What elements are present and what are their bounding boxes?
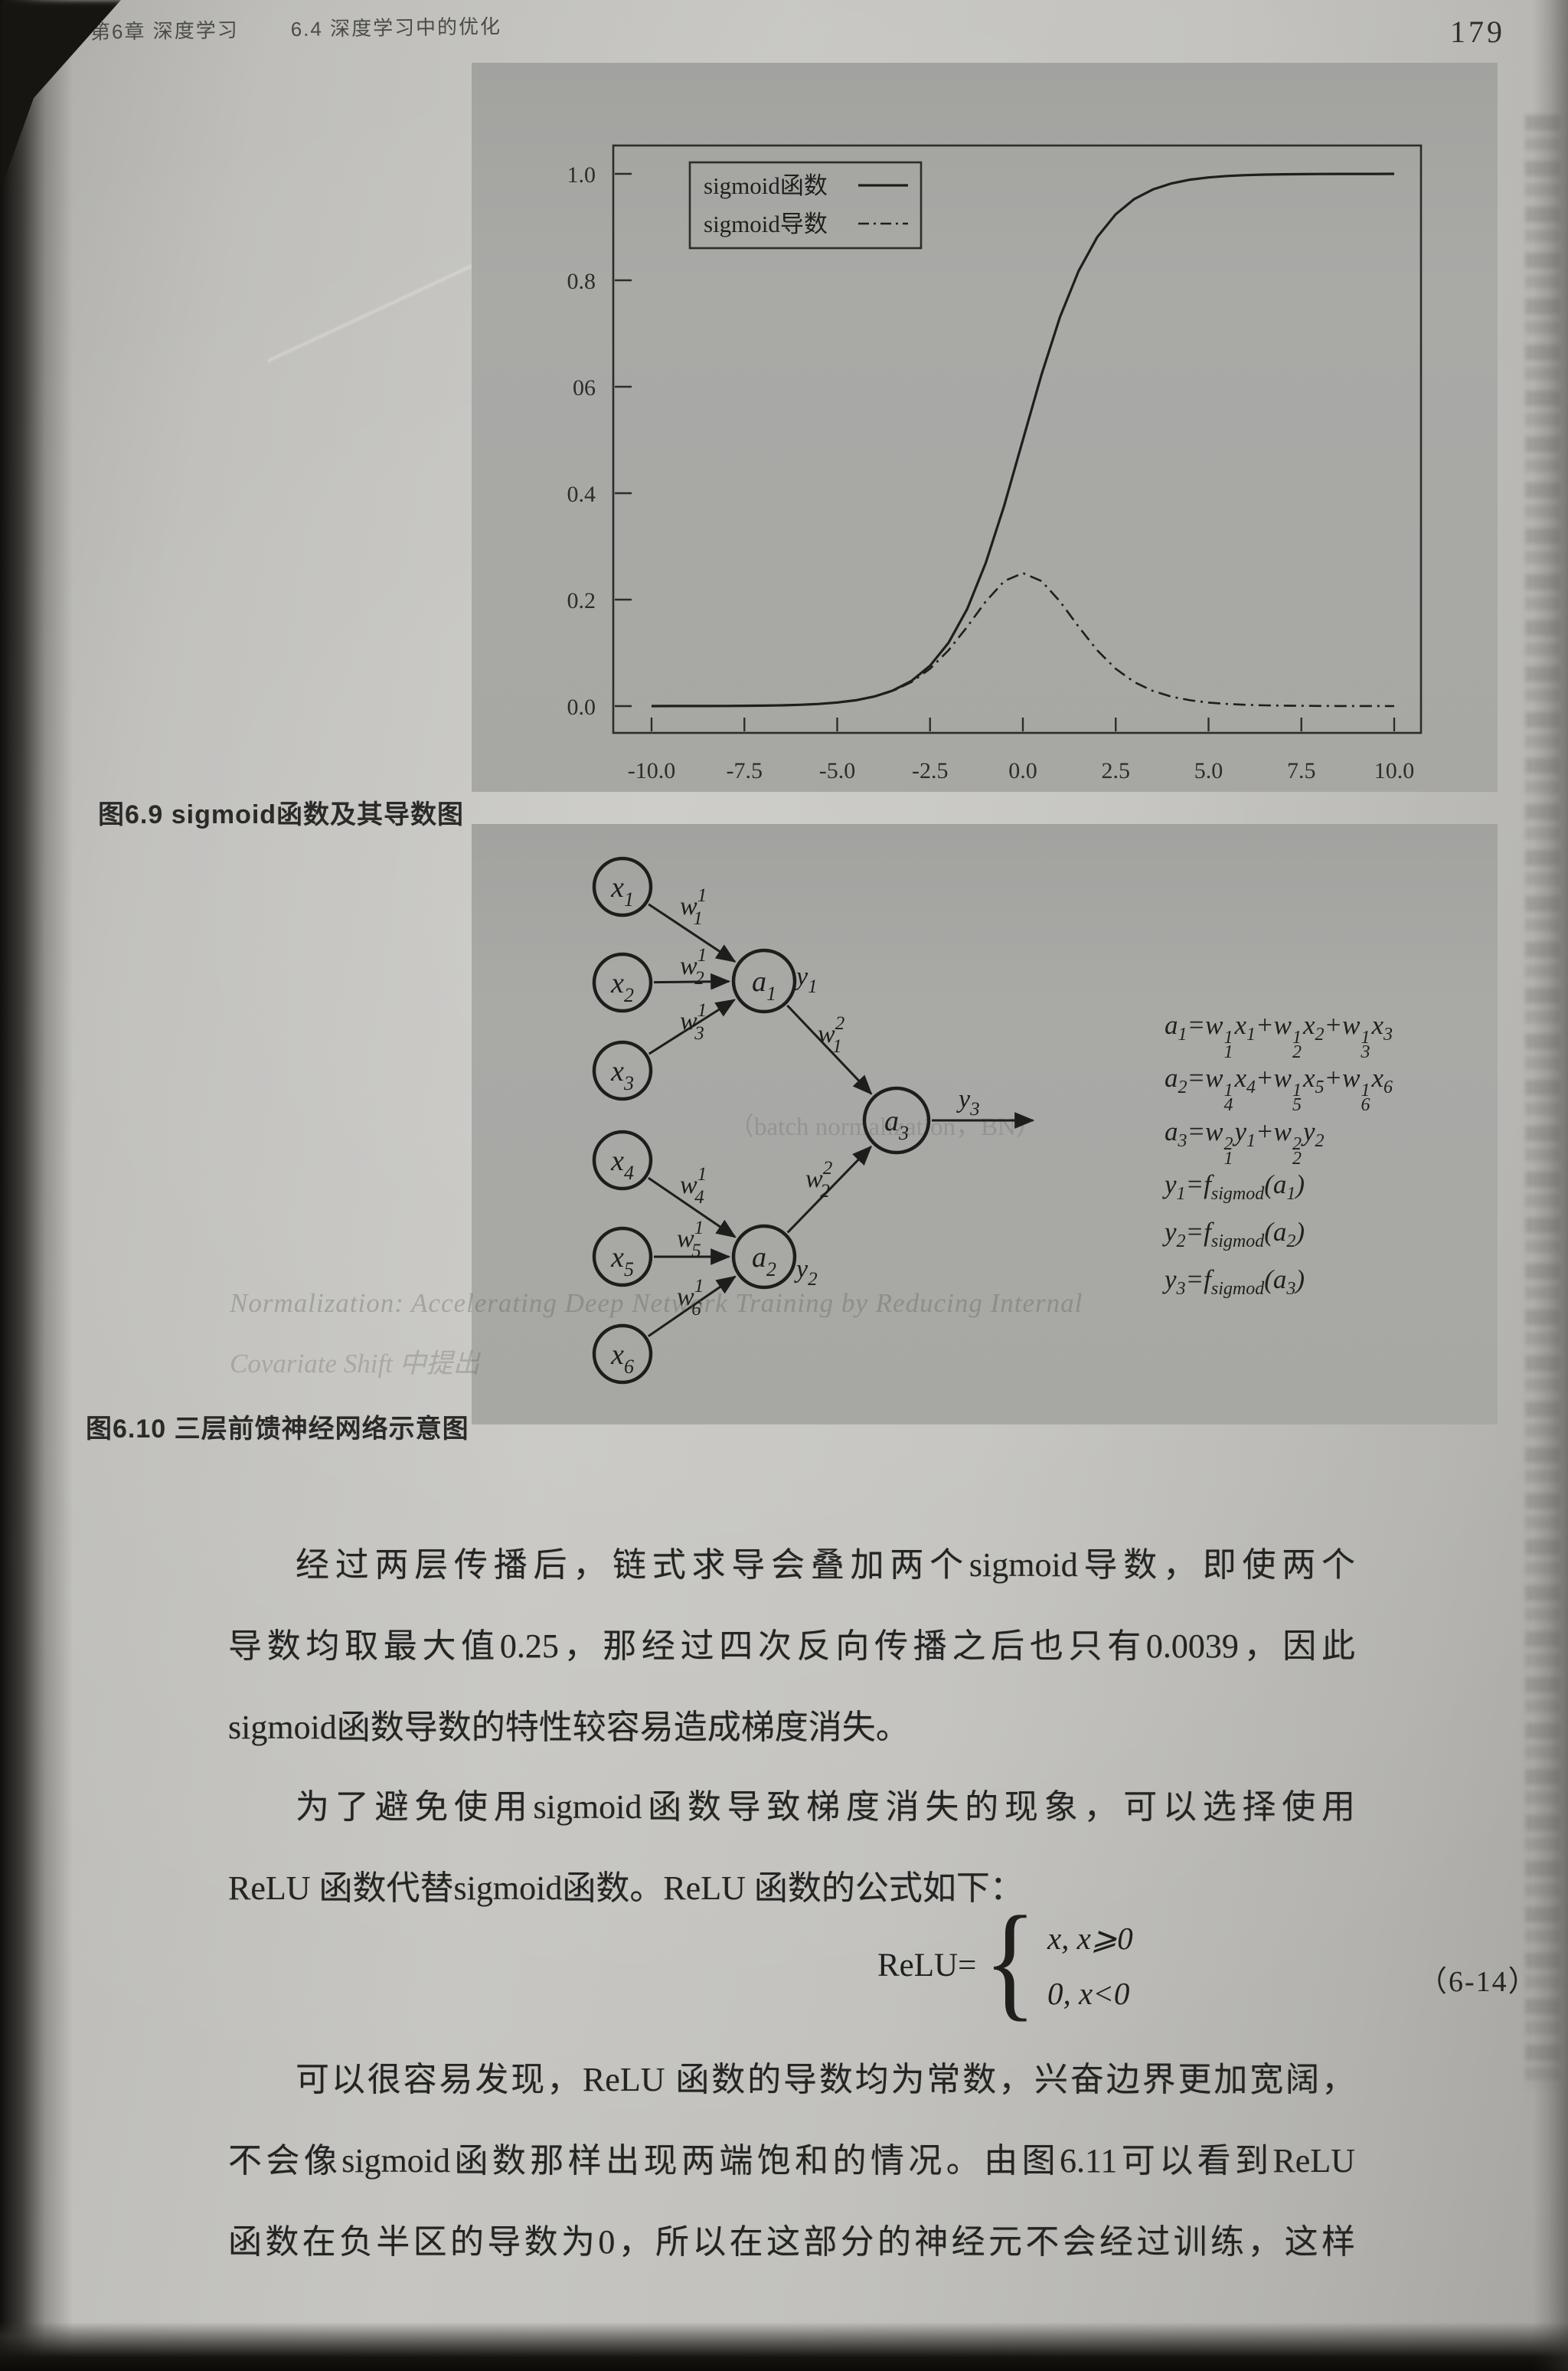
book-spine-shadow <box>0 0 73 2371</box>
node-label: x1 <box>610 872 634 911</box>
x-tick-label: 5.0 <box>1194 758 1223 783</box>
y-tick-label: 0.0 <box>567 695 596 720</box>
io-label: y2 <box>794 1255 818 1290</box>
diagram-edge <box>786 1004 873 1095</box>
sigmoid-derivative-curve <box>651 571 1395 708</box>
io-label: y3 <box>956 1085 980 1120</box>
paragraph-line: 不会像sigmoid函数那样出现两端饱和的情况。由图6.11可以看到ReLU <box>228 2142 1355 2180</box>
equation-line: a2=w 1 4 x4+w 1 5 x5+w 1 6 x6 <box>1165 1063 1393 1116</box>
x-tick-label: -10.0 <box>628 758 676 783</box>
edge-weight-label: w2 2 <box>805 1158 832 1202</box>
figure-caption-6-9: 图6.9 sigmoid函数及其导数图 <box>98 800 465 829</box>
running-head: 第6章 深度学习 6.4 深度学习中的优化 <box>90 11 502 44</box>
relu-case-positive: x, x⩾0 <box>1047 1920 1133 1956</box>
edge-weight-label: w1 6 <box>677 1276 704 1320</box>
sigmoid-curve <box>651 172 1395 708</box>
equation-line: a1=w 1 1 x1+w 1 2 x2+w 1 3 x3 <box>1165 1010 1393 1062</box>
relu-case-negative: 0, x<0 <box>1047 1975 1130 2011</box>
paragraph-line: 函数在负半区的导数为0，所以在这部分的神经元不会经过训练，这样 <box>228 2223 1355 2261</box>
relu-formula: ReLU= { x, x⩾0 0, x<0 <box>877 1890 1133 2033</box>
paragraph-line: 经过两层传播后，链式求导会叠加两个sigmoid导数，即使两个 <box>296 1546 1355 1584</box>
node-label: x2 <box>610 967 634 1006</box>
paragraph-line: 可以很容易发现，ReLU 函数的导数均为常数，兴奋边界更加宽阔， <box>296 2061 1355 2098</box>
node-label: a1 <box>752 966 776 1005</box>
page-bottom-edge <box>0 2322 1568 2371</box>
equation-line: y2=fsigmod(a2) <box>1165 1217 1305 1252</box>
y-tick-label: 0.2 <box>567 588 596 613</box>
node-label: x6 <box>610 1339 634 1378</box>
feedforward-network-diagram: w1 1 w1 2 w1 3 w1 4 w1 5 w1 6 w2 1 w2 2 x1 x2 x3 x4 x5 x6 a1 a2… <box>592 856 1035 1385</box>
paragraph-line: ReLU 函数代替sigmoid函数。ReLU 函数的公式如下： <box>228 1869 1024 1907</box>
x-tick-label: 10.0 <box>1374 758 1415 783</box>
x-tick-label: 0.0 <box>1008 758 1037 783</box>
running-head-chapter: 第6章 深度学习 <box>90 18 239 44</box>
io-label: y1 <box>794 963 818 997</box>
edge-weight-label: w1 3 <box>680 1000 707 1044</box>
legend-label: sigmoid导数 <box>704 211 828 237</box>
diagram-node-a1 <box>731 948 797 1014</box>
bleed-through-text: Covariate Shift 中提出 <box>230 1349 480 1378</box>
edge-weight-label: w2 1 <box>818 1013 844 1057</box>
y-tick-label: 0.8 <box>567 269 596 294</box>
cases-brace: { <box>984 1890 1037 2033</box>
equation-line: y1=fsigmod(a1) <box>1165 1169 1305 1205</box>
diagram-edge <box>653 973 731 990</box>
x-tick-label: 2.5 <box>1102 758 1131 783</box>
page-right-edge <box>1533 0 1568 2371</box>
sigmoid-derivative-chart: 0.0 0.2 0.4 06 0.8 1.0 -10.0 -7.5 -5.0 -2.5 0.0 2.5… <box>567 144 1423 783</box>
relu-lhs: ReLU= <box>877 1947 977 1984</box>
diagram-node-a3 <box>862 1086 931 1155</box>
figure-caption-6-10: 图6.10 三层前馈神经网络示意图 <box>86 1414 469 1444</box>
x-tick-label: -7.5 <box>727 758 763 783</box>
equation-number: （6-14） <box>1418 1966 1539 1998</box>
diagram-edge <box>786 1145 873 1234</box>
equation-line: y3=fsigmod(a3) <box>1165 1264 1305 1300</box>
x-tick-label: -5.0 <box>819 758 856 783</box>
equation-line: a3=w 2 1 y1+w 2 2 y2 <box>1165 1116 1325 1169</box>
edge-weight-label: w1 1 <box>680 885 705 929</box>
diagram-edge <box>647 1275 737 1338</box>
diagram-node-x1 <box>592 856 653 917</box>
edge-weight-label: w1 2 <box>680 945 707 989</box>
plot-border <box>612 144 1423 734</box>
legend-label: sigmoid函数 <box>704 172 828 199</box>
running-head-section: 6.4 深度学习中的优化 <box>290 15 502 41</box>
node-label: x3 <box>610 1055 634 1094</box>
figure-sigmoid-chart: 0.0 0.2 0.4 06 0.8 1.0 -10.0 -7.5 -5.0 -2.5 0.0 2.5… <box>472 63 1498 792</box>
y-tick-label: 06 <box>573 375 596 401</box>
y-tick-label: 1.0 <box>567 162 596 188</box>
network-equations: a1=w 1 1 x1+w 1 2 x2+w 1 3 x3 a2=w 1 4 x4+w 1 5 x5+w 1 6 x6… <box>1165 1006 1393 1308</box>
diagram-node-x2 <box>592 952 653 1013</box>
diagram-node-x5 <box>592 1226 653 1287</box>
diagram-node-a2 <box>731 1224 797 1290</box>
node-label: a3 <box>884 1105 909 1144</box>
x-tick-label: 7.5 <box>1287 758 1316 783</box>
node-label: x4 <box>610 1145 634 1184</box>
figure-network-diagram: （batch normalization，BN） w1 1 w1 2 w1 3 w1 4 w1 5… <box>472 824 1498 1424</box>
diagram-edge <box>648 1176 737 1238</box>
diagram-node-x6 <box>592 1323 653 1385</box>
diagram-node-x3 <box>592 1040 653 1101</box>
bleed-through-strip <box>1525 115 1560 2091</box>
legend-box <box>688 161 923 250</box>
x-tick-label: -2.5 <box>912 758 949 783</box>
diagram-edge <box>648 999 736 1055</box>
edge-weight-label: w1 4 <box>680 1164 707 1208</box>
edge-weight-label: w1 5 <box>677 1218 704 1261</box>
node-label: x5 <box>610 1241 634 1280</box>
paragraph-line: 为了避免使用sigmoid函数导致梯度消失的现象，可以选择使用 <box>296 1788 1355 1826</box>
paragraph-line: sigmoid函数导数的特性较容易造成梯度消失。 <box>228 1709 910 1746</box>
node-label: a2 <box>752 1241 776 1280</box>
paragraph-line: 导数均取最大值0.25，那经过四次反向传播之后也只有0.0039，因此 <box>228 1627 1355 1665</box>
diagram-node-x4 <box>592 1130 653 1191</box>
diagram-edge <box>648 903 737 963</box>
y-tick-label: 0.4 <box>567 482 596 507</box>
page-number: 179 <box>1450 15 1505 49</box>
